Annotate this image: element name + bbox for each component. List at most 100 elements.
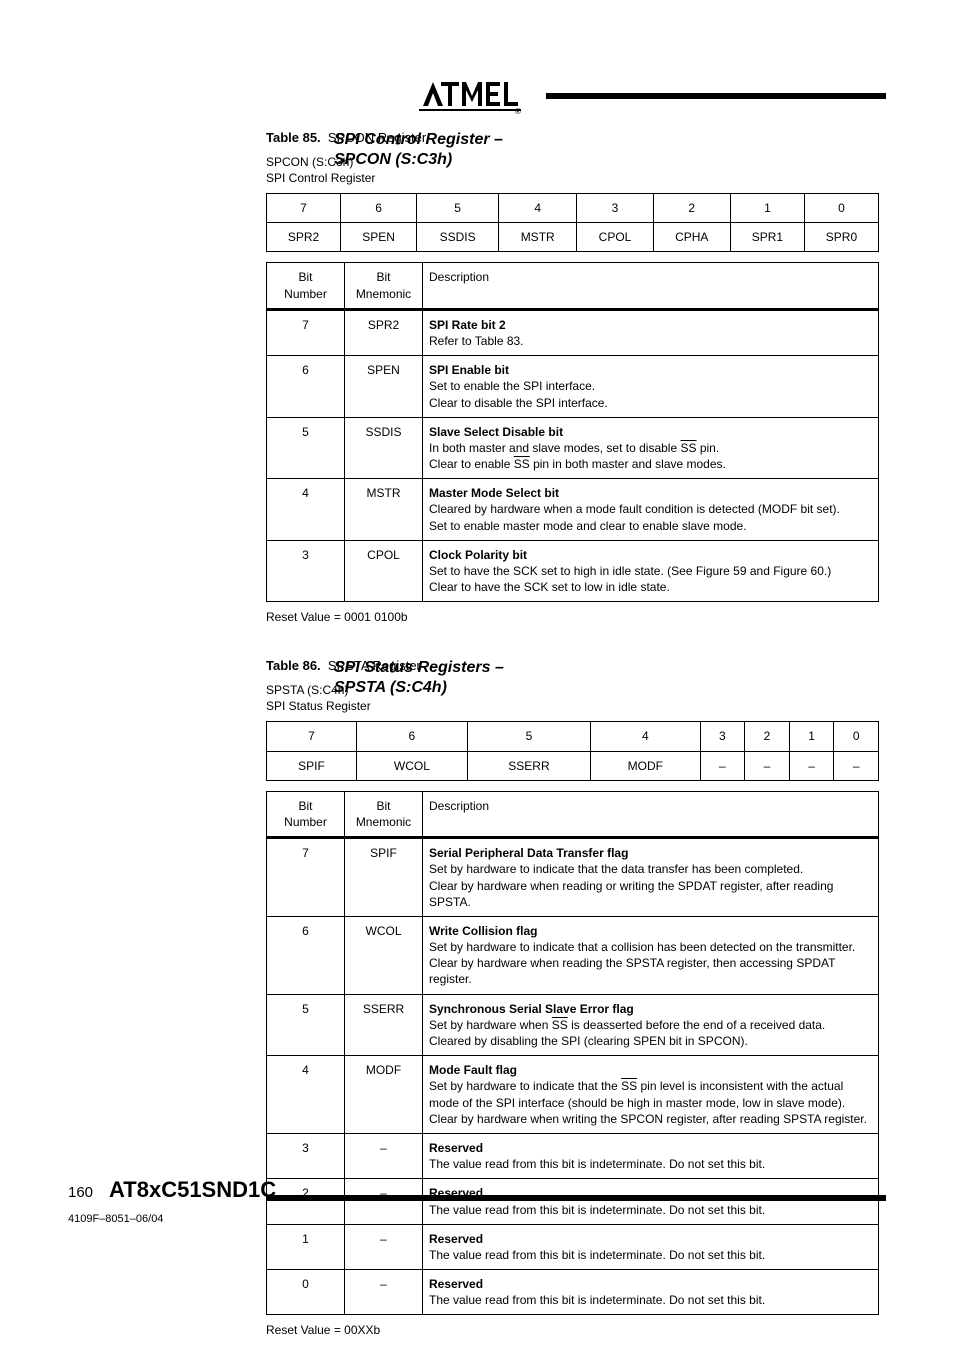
cell-mn: WCOL: [345, 916, 423, 994]
bit-spr0: SPR0: [804, 223, 878, 252]
col-4: 4: [591, 722, 701, 751]
atmel-logo-svg: [419, 76, 521, 118]
bit-ssdis: SSDIS: [417, 223, 499, 252]
col-4: 4: [498, 194, 576, 223]
col-7: 7: [267, 722, 357, 751]
table-row: 6 WCOL Write Collision flagSet by hardwa…: [267, 916, 879, 994]
cell-desc: SPI Rate bit 2Refer to Table 83.: [423, 309, 879, 355]
bit-dash: –: [789, 751, 834, 780]
cell-bit: 1: [267, 1224, 345, 1269]
cell-desc: Slave Select Disable bitIn both master a…: [423, 417, 879, 479]
cell-desc: Synchronous Serial Slave Error flagSet b…: [423, 994, 879, 1056]
cell-desc: SPI Enable bitSet to enable the SPI inte…: [423, 356, 879, 418]
cell-desc: ReservedThe value read from this bit is …: [423, 1133, 879, 1178]
col-2: 2: [653, 194, 730, 223]
table-row: 6 SPEN SPI Enable bitSet to enable the S…: [267, 356, 879, 418]
col-7: 7: [267, 194, 341, 223]
table86-desc: BitNumber BitMnemonic Description 7 SPIF…: [266, 791, 879, 1316]
col-0: 0: [804, 194, 878, 223]
table-row: 0 – ReservedThe value read from this bit…: [267, 1270, 879, 1315]
bit-spen: SPEN: [341, 223, 417, 252]
col-3: 3: [577, 194, 653, 223]
bit-cpol: CPOL: [577, 223, 653, 252]
cell-bit: 0: [267, 1270, 345, 1315]
cell-bit: 6: [267, 916, 345, 994]
hdr-bitnum: BitNumber: [267, 263, 345, 309]
page-number: 160: [68, 1184, 93, 1201]
bit-modf: MODF: [591, 751, 701, 780]
cell-mn: –: [345, 1270, 423, 1315]
cell-desc: ReservedThe value read from this bit is …: [423, 1270, 879, 1315]
table86-reset: Reset Value = 00XXb: [266, 1323, 886, 1337]
hdr-bitmn: BitMnemonic: [345, 263, 423, 309]
cell-mn: –: [345, 1224, 423, 1269]
cell-mn: SSERR: [345, 994, 423, 1056]
cell-bit: 2: [267, 1179, 345, 1224]
table-row: 5 SSERR Synchronous Serial Slave Error f…: [267, 994, 879, 1056]
bit-dash: –: [745, 751, 790, 780]
col-2: 2: [745, 722, 790, 751]
cell-mn: MODF: [345, 1056, 423, 1134]
cell-mn: SPEN: [345, 356, 423, 418]
table85-reset: Reset Value = 0001 0100b: [266, 610, 886, 624]
doc-name: AT8xC51SND1C: [109, 1177, 276, 1203]
table86-bits: 7 6 5 4 3 2 1 0 SPIF WCOL SSERR MODF – –…: [266, 721, 879, 780]
table-row: 7 SPR2 SPI Rate bit 2Refer to Table 83.: [267, 309, 879, 355]
cell-bit: 3: [267, 1133, 345, 1178]
cell-bit: 4: [267, 1056, 345, 1134]
bit-spif: SPIF: [267, 751, 357, 780]
table-row: 3 CPOL Clock Polarity bitSet to have the…: [267, 540, 879, 602]
section1-heading: SPI Control Register – SPCON (S:C3h): [334, 130, 524, 170]
cell-desc: Write Collision flagSet by hardware to i…: [423, 916, 879, 994]
col-1: 1: [789, 722, 834, 751]
footer-rule: [266, 1195, 886, 1201]
table-row: 4 MSTR Master Mode Select bitCleared by …: [267, 479, 879, 541]
table-row: 4 MODF Mode Fault flagSet by hardware to…: [267, 1056, 879, 1134]
cell-bit: 4: [267, 479, 345, 541]
atmel-logo: ®: [419, 76, 527, 118]
cell-mn: MSTR: [345, 479, 423, 541]
col-5: 5: [417, 194, 499, 223]
cell-bit: 5: [267, 994, 345, 1056]
table-row: 1 – ReservedThe value read from this bit…: [267, 1224, 879, 1269]
bit-wcol: WCOL: [356, 751, 467, 780]
bit-cpha: CPHA: [653, 223, 730, 252]
registered-mark: ®: [515, 107, 521, 116]
table85-bits: 7 6 5 4 3 2 1 0 SPR2 SPEN SSDIS MSTR CPO…: [266, 193, 879, 252]
bit-spr1: SPR1: [730, 223, 804, 252]
cell-mn: –: [345, 1179, 423, 1224]
hdr-desc: Description: [423, 791, 879, 837]
section2-heading: SPI Status Registers – SPSTA (S:C4h): [334, 658, 524, 698]
table85-subtitle2: SPI Control Register: [266, 171, 886, 185]
header-rule: [546, 93, 886, 99]
cell-mn: –: [345, 1133, 423, 1178]
table86-subtitle2: SPI Status Register: [266, 699, 886, 713]
cell-bit: 6: [267, 356, 345, 418]
bit-spr2: SPR2: [267, 223, 341, 252]
cell-desc: ReservedThe value read from this bit is …: [423, 1224, 879, 1269]
hdr-bitnum: BitNumber: [267, 791, 345, 837]
cell-desc: Clock Polarity bitSet to have the SCK se…: [423, 540, 879, 602]
cell-mn: SPIF: [345, 838, 423, 917]
doc-id: 4109F–8051–06/04: [68, 1213, 163, 1225]
table-row: 5 SSDIS Slave Select Disable bitIn both …: [267, 417, 879, 479]
cell-bit: 7: [267, 309, 345, 355]
bit-dash: –: [700, 751, 745, 780]
bit-dash: –: [834, 751, 879, 780]
cell-desc: Serial Peripheral Data Transfer flagSet …: [423, 838, 879, 917]
col-3: 3: [700, 722, 745, 751]
cell-desc: ReservedThe value read from this bit is …: [423, 1179, 879, 1224]
cell-bit: 5: [267, 417, 345, 479]
col-0: 0: [834, 722, 879, 751]
cell-bit: 7: [267, 838, 345, 917]
table-row: 2 – ReservedThe value read from this bit…: [267, 1179, 879, 1224]
col-5: 5: [467, 722, 590, 751]
footer-left: 160 AT8xC51SND1C: [68, 1177, 276, 1203]
table-row: 3 – ReservedThe value read from this bit…: [267, 1133, 879, 1178]
cell-mn: SPR2: [345, 309, 423, 355]
cell-desc: Mode Fault flagSet by hardware to indica…: [423, 1056, 879, 1134]
table-row: 7 SPIF Serial Peripheral Data Transfer f…: [267, 838, 879, 917]
col-6: 6: [341, 194, 417, 223]
cell-mn: CPOL: [345, 540, 423, 602]
cell-desc: Master Mode Select bitCleared by hardwar…: [423, 479, 879, 541]
